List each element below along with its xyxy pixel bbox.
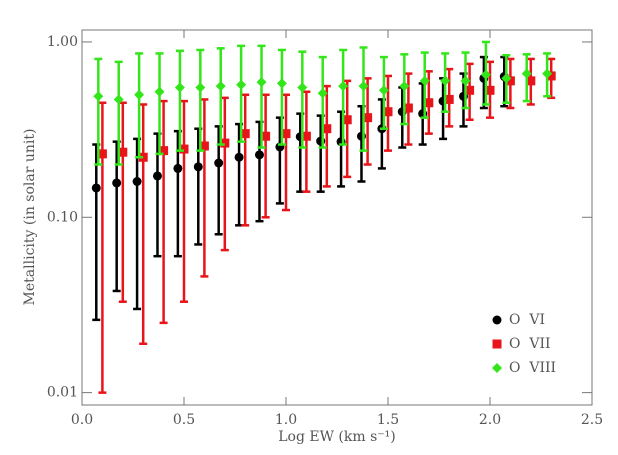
- point: [501, 73, 512, 84]
- point: [113, 94, 124, 105]
- legend-label: O VIII: [509, 360, 556, 376]
- x-tick-label: 2.5: [581, 412, 603, 428]
- point: [383, 107, 393, 117]
- x-tick-label: 0.0: [71, 412, 93, 428]
- legend-label: O VI: [509, 312, 545, 328]
- legend-marker: [492, 339, 502, 349]
- y-tick-label: 1.00: [47, 34, 78, 50]
- point: [358, 81, 369, 92]
- point: [521, 68, 532, 79]
- x-tick-label: 0.5: [173, 412, 195, 428]
- point: [378, 85, 389, 96]
- point: [276, 78, 287, 89]
- point: [440, 75, 451, 86]
- x-tick-label: 1.0: [275, 412, 297, 428]
- point: [485, 85, 495, 95]
- point: [281, 129, 291, 139]
- point: [91, 183, 101, 193]
- y-tick-label: 0.10: [47, 209, 78, 225]
- point: [199, 141, 209, 151]
- point: [256, 77, 267, 88]
- point: [193, 162, 203, 172]
- point: [542, 68, 553, 79]
- point: [173, 163, 183, 173]
- point: [254, 150, 264, 160]
- point: [220, 138, 230, 148]
- point: [132, 177, 142, 187]
- point: [546, 71, 556, 81]
- point: [118, 147, 128, 157]
- x-tick-label: 1.5: [377, 412, 399, 428]
- x-axis-label: Log EW (km s⁻¹): [278, 429, 396, 445]
- point: [195, 82, 206, 93]
- point: [403, 103, 413, 113]
- point: [154, 86, 165, 97]
- point: [322, 124, 332, 134]
- point: [240, 129, 250, 139]
- point: [526, 76, 536, 86]
- point: [97, 149, 107, 159]
- point: [363, 113, 373, 123]
- point: [234, 152, 244, 162]
- point: [112, 178, 122, 188]
- point: [159, 146, 169, 156]
- point: [297, 82, 308, 93]
- point: [174, 82, 185, 93]
- point: [134, 89, 145, 100]
- point: [93, 91, 104, 102]
- point: [152, 171, 162, 181]
- legend-marker: [492, 363, 502, 373]
- point: [342, 115, 352, 125]
- legend-label: O VII: [509, 336, 551, 352]
- point: [424, 98, 434, 108]
- point: [338, 81, 349, 92]
- point: [138, 152, 148, 162]
- point: [505, 76, 515, 86]
- point: [465, 85, 475, 95]
- point: [179, 144, 189, 154]
- y-tick-label: 0.01: [47, 385, 78, 401]
- legend-marker: [492, 315, 502, 325]
- point: [460, 75, 471, 86]
- x-tick-label: 2.0: [479, 412, 501, 428]
- point: [399, 81, 410, 92]
- point: [236, 79, 247, 90]
- point: [261, 131, 271, 141]
- point: [214, 158, 224, 168]
- point: [301, 131, 311, 141]
- point: [480, 69, 491, 80]
- point: [317, 88, 328, 99]
- y-axis-label: Metallicity (in solar unit): [22, 129, 38, 306]
- point: [215, 81, 226, 92]
- point: [419, 75, 430, 86]
- point: [444, 94, 454, 104]
